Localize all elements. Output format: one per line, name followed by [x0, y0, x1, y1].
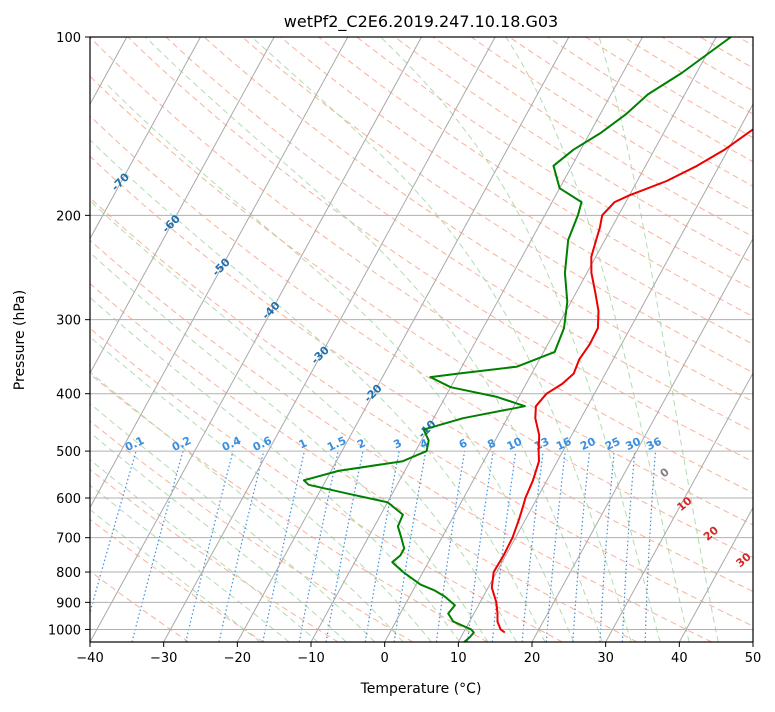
- y-tick-label: 600: [56, 492, 81, 507]
- x-tick-label: 50: [745, 651, 762, 666]
- y-tick-label: 200: [56, 209, 81, 224]
- x-tick-label: −40: [76, 651, 103, 666]
- x-tick-label: −10: [297, 651, 324, 666]
- y-tick-label: 400: [56, 388, 81, 403]
- x-tick-label: 30: [597, 651, 614, 666]
- x-tick-label: 20: [524, 651, 541, 666]
- y-axis-label: Pressure (hPa): [12, 290, 28, 390]
- x-tick-label: 10: [450, 651, 467, 666]
- y-tick-label: 700: [56, 532, 81, 547]
- y-tick-label: 900: [56, 596, 81, 611]
- y-tick-label: 500: [56, 445, 81, 460]
- y-tick-label: 1000: [48, 623, 81, 638]
- x-tick-label: 0: [381, 651, 389, 666]
- x-tick-label: 40: [671, 651, 688, 666]
- y-tick-label: 800: [56, 566, 81, 581]
- chart-title: wetPf2_C2E6.2019.247.10.18.G03: [284, 12, 558, 32]
- y-tick-label: 100: [56, 31, 81, 46]
- x-axis-label: Temperature (°C): [360, 681, 482, 697]
- x-tick-label: −20: [224, 651, 251, 666]
- y-tick-label: 300: [56, 314, 81, 329]
- x-tick-label: −30: [150, 651, 177, 666]
